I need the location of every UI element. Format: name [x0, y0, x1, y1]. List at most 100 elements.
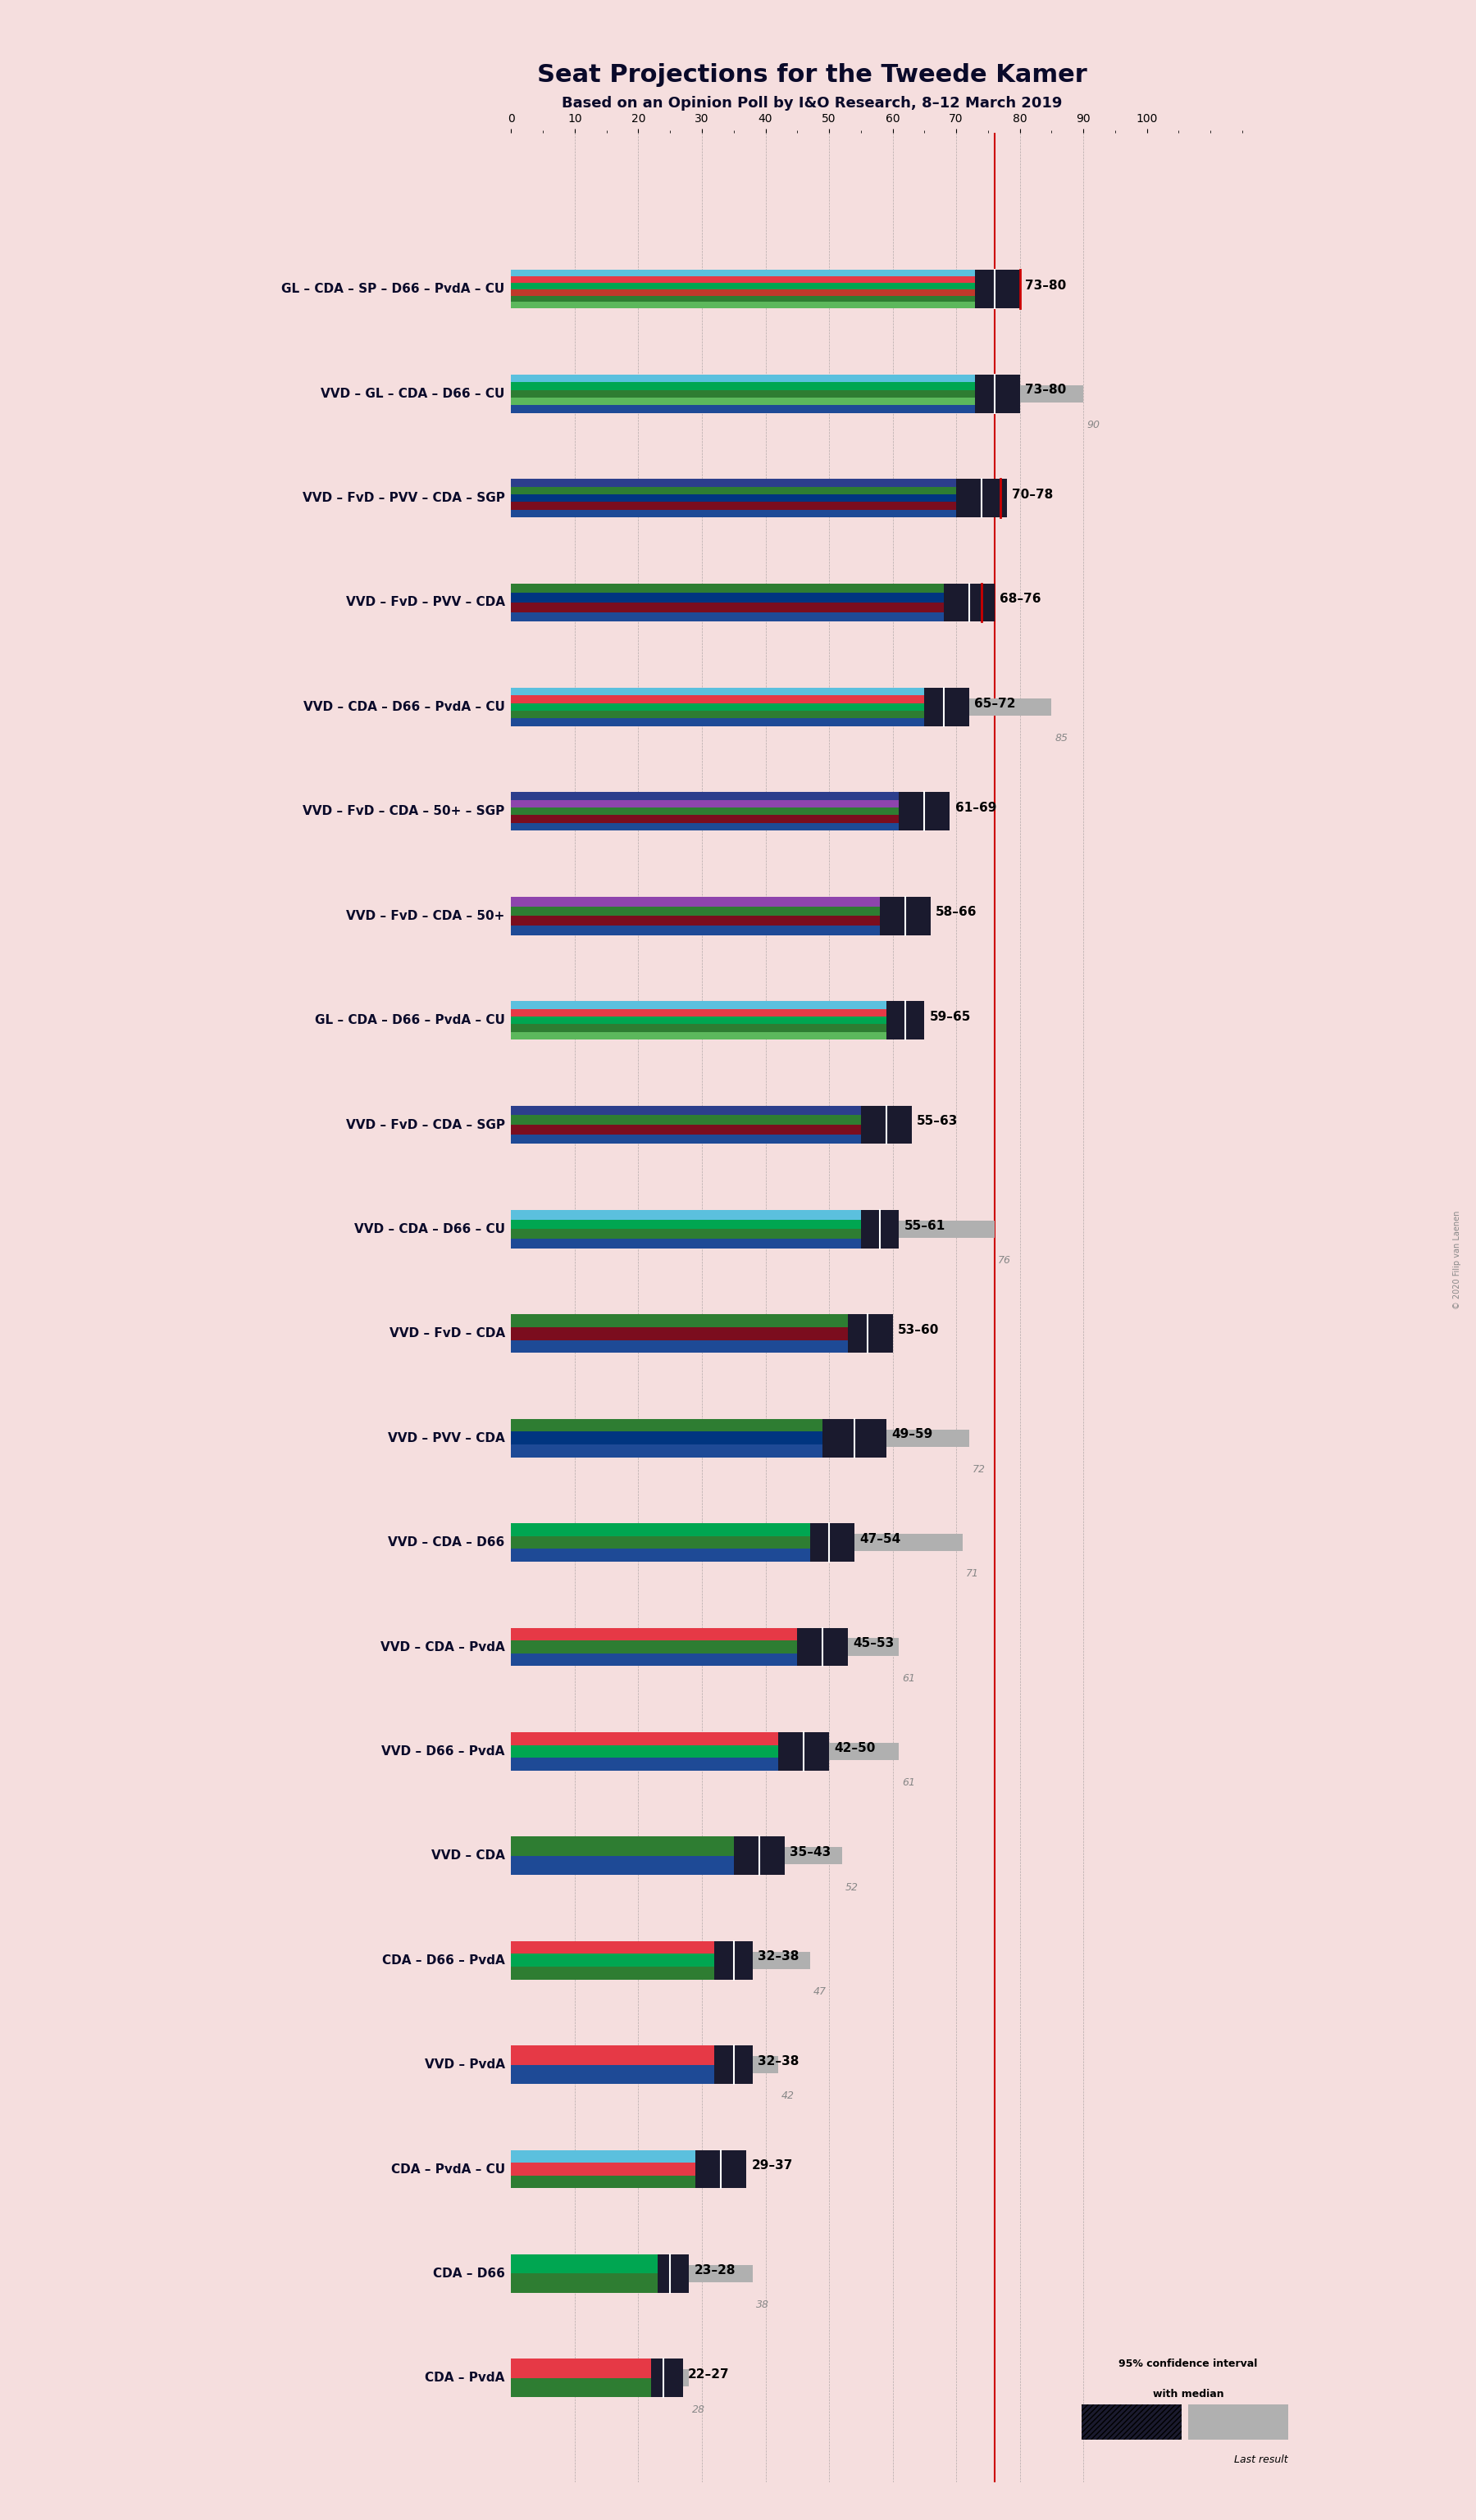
- Text: 72: 72: [973, 1464, 984, 1474]
- Text: VVD – CDA – D66: VVD – CDA – D66: [388, 1537, 505, 1550]
- Text: GL – CDA – D66 – PvdA – CU: GL – CDA – D66 – PvdA – CU: [314, 1013, 505, 1026]
- Text: 38: 38: [756, 2301, 769, 2311]
- Bar: [511, 1744, 778, 1759]
- Bar: [778, 1731, 830, 1772]
- Bar: [511, 282, 976, 290]
- Bar: [511, 1966, 714, 1978]
- Text: 61: 61: [902, 1673, 915, 1683]
- Bar: [511, 1628, 797, 1641]
- Bar: [511, 1230, 861, 1240]
- Bar: [511, 2175, 695, 2187]
- Text: VVD – FvD – PVV – CDA – SGP: VVD – FvD – PVV – CDA – SGP: [303, 491, 505, 504]
- Bar: [880, 897, 931, 935]
- Text: VVD – FvD – CDA: VVD – FvD – CDA: [390, 1328, 505, 1341]
- Bar: [1188, 2404, 1287, 2439]
- Bar: [695, 2150, 747, 2187]
- Text: VVD – FvD – PVV – CDA: VVD – FvD – PVV – CDA: [345, 597, 505, 610]
- Text: 55–61: 55–61: [905, 1220, 945, 1232]
- Bar: [511, 915, 880, 925]
- Bar: [511, 1000, 886, 1008]
- Text: 65–72: 65–72: [974, 698, 1015, 711]
- Bar: [511, 1953, 714, 1966]
- Text: 61–69: 61–69: [955, 801, 996, 814]
- Bar: [810, 1525, 855, 1562]
- Text: 61: 61: [902, 1777, 915, 1789]
- Text: 71: 71: [965, 1567, 979, 1580]
- Bar: [511, 925, 880, 935]
- Text: 70–78: 70–78: [1013, 489, 1054, 501]
- Bar: [511, 391, 976, 398]
- Text: 45–53: 45–53: [853, 1638, 894, 1651]
- Bar: [830, 1744, 899, 1759]
- Bar: [511, 791, 899, 799]
- Bar: [968, 698, 1051, 716]
- Text: 73–80: 73–80: [1024, 383, 1066, 396]
- Bar: [511, 1759, 778, 1772]
- Bar: [511, 2046, 714, 2064]
- Bar: [511, 1550, 810, 1562]
- Text: GL – CDA – SP – D66 – PvdA – CU: GL – CDA – SP – D66 – PvdA – CU: [282, 282, 505, 295]
- Bar: [511, 501, 956, 509]
- Text: © 2020 Filip van Laenen: © 2020 Filip van Laenen: [1452, 1210, 1461, 1310]
- Bar: [511, 479, 956, 486]
- Text: 73–80: 73–80: [1024, 280, 1066, 292]
- Bar: [511, 1537, 810, 1550]
- Bar: [657, 2255, 689, 2293]
- Bar: [511, 1116, 861, 1124]
- Bar: [511, 1431, 822, 1444]
- Text: 47–54: 47–54: [859, 1532, 900, 1545]
- Text: VVD – CDA – D66 – CU: VVD – CDA – D66 – CU: [354, 1222, 505, 1235]
- Bar: [943, 585, 995, 622]
- Text: 55–63: 55–63: [917, 1116, 958, 1126]
- Bar: [511, 1837, 734, 1855]
- Bar: [511, 718, 924, 726]
- Bar: [956, 479, 1007, 517]
- Text: 49–59: 49–59: [892, 1429, 933, 1441]
- Bar: [976, 270, 1020, 307]
- Text: Last result: Last result: [1234, 2454, 1287, 2465]
- Text: 47: 47: [813, 1986, 827, 1996]
- Bar: [511, 1653, 797, 1666]
- Bar: [511, 2273, 657, 2293]
- Bar: [511, 1124, 861, 1134]
- Bar: [511, 1106, 861, 1116]
- Text: 35–43: 35–43: [790, 1847, 831, 1860]
- Bar: [511, 688, 924, 696]
- Text: VVD – FvD – CDA – 50+: VVD – FvD – CDA – 50+: [347, 910, 505, 922]
- Bar: [511, 1940, 714, 1953]
- Text: 90: 90: [1086, 421, 1100, 431]
- Bar: [785, 1847, 841, 1865]
- Text: CDA – PvdA – CU: CDA – PvdA – CU: [391, 2162, 505, 2175]
- Text: VVD – FvD – CDA – 50+ – SGP: VVD – FvD – CDA – 50+ – SGP: [303, 806, 505, 816]
- Bar: [849, 1638, 899, 1656]
- Text: 42: 42: [781, 2092, 794, 2102]
- Bar: [511, 1419, 822, 1431]
- Text: VVD – GL – CDA – D66 – CU: VVD – GL – CDA – D66 – CU: [320, 388, 505, 401]
- Bar: [714, 2046, 753, 2084]
- Text: CDA – D66 – PvdA: CDA – D66 – PvdA: [382, 1953, 505, 1966]
- Text: VVD – PVV – CDA: VVD – PVV – CDA: [388, 1431, 505, 1444]
- Text: 32–38: 32–38: [757, 2056, 799, 2066]
- Text: 58–66: 58–66: [936, 907, 977, 917]
- Bar: [511, 406, 976, 413]
- Bar: [511, 2359, 651, 2379]
- Bar: [511, 509, 956, 517]
- Bar: [511, 806, 899, 816]
- Bar: [511, 2150, 695, 2162]
- Bar: [886, 1000, 924, 1038]
- Text: 52: 52: [844, 1882, 858, 1893]
- Text: VVD – CDA – D66 – PvdA – CU: VVD – CDA – D66 – PvdA – CU: [303, 701, 505, 713]
- Text: 59–65: 59–65: [930, 1011, 971, 1023]
- Bar: [651, 2359, 683, 2397]
- Bar: [511, 2379, 651, 2397]
- Text: VVD – CDA: VVD – CDA: [431, 1850, 505, 1862]
- Bar: [511, 1328, 849, 1341]
- Text: 42–50: 42–50: [834, 1741, 875, 1754]
- Bar: [511, 711, 924, 718]
- Text: 95% confidence interval: 95% confidence interval: [1119, 2359, 1258, 2369]
- Bar: [511, 270, 976, 277]
- Bar: [797, 1628, 849, 1666]
- Text: 76: 76: [998, 1255, 1011, 1265]
- Text: VVD – D66 – PvdA: VVD – D66 – PvdA: [381, 1746, 505, 1756]
- Bar: [511, 375, 976, 383]
